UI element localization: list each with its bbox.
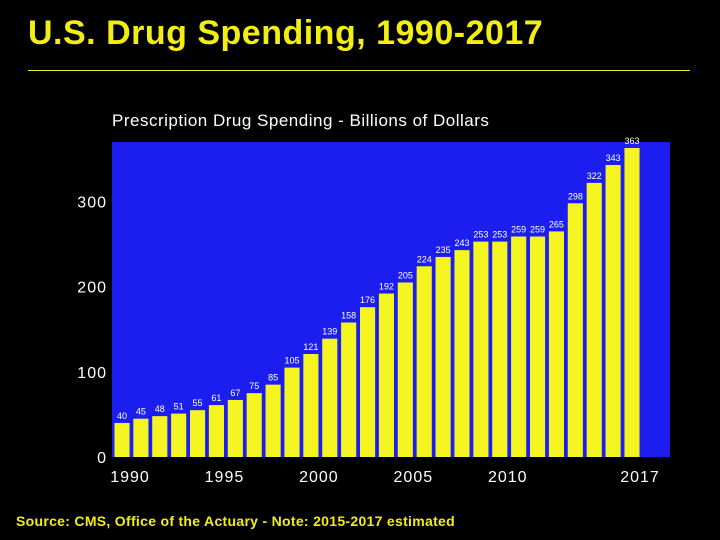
bar-value-label-1997: 75	[249, 381, 259, 391]
y-tick-label-100: 100	[77, 365, 107, 382]
bar-2007	[435, 256, 451, 457]
y-tick-label-0: 0	[97, 450, 107, 467]
bars-group	[114, 147, 640, 457]
title-divider	[28, 70, 690, 71]
bar-value-label-2017: 363	[624, 136, 639, 146]
bar-2000	[303, 353, 319, 457]
bar-value-label-1990: 40	[117, 411, 127, 421]
x-tick-label-2005: 2005	[394, 469, 434, 486]
bar-1998	[265, 384, 281, 457]
bar-value-label-1998: 85	[268, 373, 278, 383]
bar-2012	[530, 236, 546, 457]
y-tick-label-300: 300	[77, 195, 107, 212]
bar-value-label-2009: 253	[473, 230, 488, 240]
bar-value-label-2001: 139	[322, 327, 337, 337]
bar-2013	[548, 231, 564, 457]
bar-2002	[341, 322, 357, 457]
bar-2001	[322, 338, 338, 457]
bar-2008	[454, 250, 470, 457]
x-tick-label-2010: 2010	[488, 469, 528, 486]
bar-labels-group: 40 45 48 51 55 61 67 75 85 105 121 139 158 176 192 205 2…	[117, 136, 640, 421]
bar-2006	[416, 266, 432, 457]
bar-2004	[378, 293, 394, 457]
x-tick-label-2017: 2017	[620, 469, 660, 486]
bar-value-label-2003: 176	[360, 295, 375, 305]
chart-title: Prescription Drug Spending - Billions of…	[112, 111, 490, 130]
bar-value-label-2008: 243	[454, 238, 469, 248]
bar-2009	[473, 241, 489, 457]
bar-value-label-2010: 253	[492, 230, 507, 240]
x-axis: 1990 1995 2000 2005 2010 2017	[110, 469, 660, 486]
bar-2011	[511, 236, 527, 457]
source-note: Source: CMS, Office of the Actuary - Not…	[16, 513, 455, 529]
bar-value-label-1994: 55	[193, 398, 203, 408]
bar-value-label-1996: 67	[230, 388, 240, 398]
bar-2016	[605, 164, 621, 457]
bar-value-label-1995: 61	[211, 393, 221, 403]
bar-value-label-2012: 259	[530, 225, 545, 235]
bar-2010	[492, 241, 508, 457]
bar-1991	[133, 418, 149, 457]
bar-value-label-1991: 45	[136, 407, 146, 417]
bar-1995	[208, 405, 224, 457]
bar-1997	[246, 393, 262, 457]
bar-value-label-2004: 192	[379, 282, 394, 292]
x-tick-label-2000: 2000	[299, 469, 339, 486]
x-tick-label-1995: 1995	[205, 469, 245, 486]
bar-1996	[227, 399, 243, 457]
bar-value-label-2007: 235	[436, 245, 451, 255]
bar-value-label-2015: 322	[587, 171, 602, 181]
bar-1994	[190, 410, 206, 457]
bar-value-label-1999: 105	[284, 356, 299, 366]
bar-1992	[152, 416, 168, 457]
bar-2003	[360, 307, 376, 457]
bar-1990	[114, 422, 130, 457]
bar-value-label-2011: 259	[511, 225, 526, 235]
bar-value-label-2005: 205	[398, 270, 413, 280]
slide-title: U.S. Drug Spending, 1990-2017	[28, 14, 544, 52]
bar-value-label-2006: 224	[417, 254, 432, 264]
bar-value-label-1993: 51	[174, 402, 184, 412]
bar-2014	[567, 203, 583, 457]
bar-1993	[171, 413, 187, 457]
bar-2015	[586, 182, 602, 457]
x-tick-label-1990: 1990	[110, 469, 150, 486]
y-tick-label-200: 200	[77, 280, 107, 297]
y-axis: 0 100 200 300	[77, 195, 107, 467]
bar-2017	[624, 147, 640, 457]
bar-value-label-2013: 265	[549, 219, 564, 229]
bar-value-label-2016: 343	[606, 153, 621, 163]
bar-value-label-1992: 48	[155, 404, 165, 414]
bar-value-label-2000: 121	[303, 342, 318, 352]
bar-value-label-2002: 158	[341, 310, 356, 320]
bar-value-label-2014: 298	[568, 191, 583, 201]
bar-1999	[284, 367, 300, 457]
bar-2005	[397, 282, 413, 457]
